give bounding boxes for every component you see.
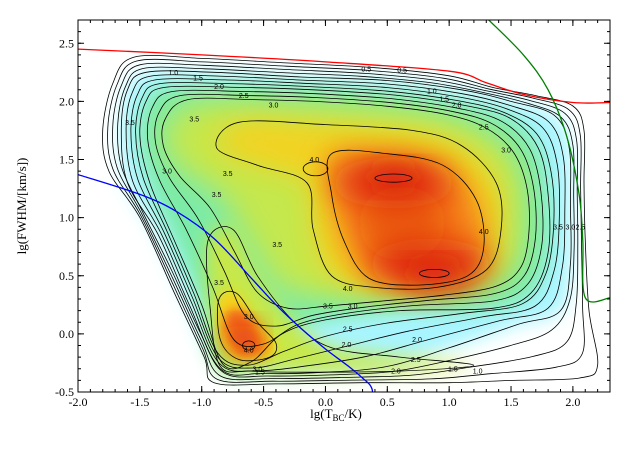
y-axis: -0.50.00.51.01.52.02.5 — [55, 19, 610, 399]
contour-line — [135, 82, 555, 366]
y-tick-label: 1.5 — [59, 153, 74, 167]
contour-label: 2.0 — [342, 342, 352, 349]
x-tick-label: -1.5 — [130, 395, 149, 409]
contour-line — [130, 78, 560, 369]
density-peak — [399, 261, 469, 286]
contour-label: 2.5 — [479, 124, 489, 131]
contour-label: 1.0 — [473, 369, 483, 376]
contour-label: 2.0 — [412, 337, 422, 344]
boundary-lines — [78, 20, 610, 392]
y-tick-label: 2.5 — [59, 36, 74, 50]
boundary-line — [488, 20, 610, 303]
y-tick-label: 0.5 — [59, 269, 74, 283]
contour-label: 2.0 — [452, 102, 462, 109]
contour-line — [374, 173, 413, 183]
contour-label: 3.5 — [553, 224, 563, 231]
contour-line — [120, 70, 572, 376]
contour-label: 1.5 — [193, 76, 203, 83]
x-axis-label-tail: /K) — [345, 406, 362, 421]
contour-line — [216, 290, 278, 362]
contour-label: 3.5 — [272, 242, 282, 249]
density-layer — [206, 226, 474, 373]
contour-label: 2.0 — [214, 84, 224, 91]
y-tick-label: -0.5 — [55, 385, 74, 399]
y-tick-label: 0.0 — [59, 327, 74, 341]
contour-label: 3.0 — [244, 314, 254, 321]
x-tick-label: 0.0 — [318, 395, 333, 409]
contour-label: 3.5 — [212, 192, 222, 199]
contour-line — [161, 97, 530, 310]
x-tick-label: -0.5 — [254, 395, 273, 409]
contour-label: 2.0 — [391, 369, 401, 376]
x-tick-label: 1.0 — [442, 395, 457, 409]
contour-line — [419, 268, 450, 278]
density-fill — [102, 55, 598, 386]
contour-label: 2.5 — [411, 357, 421, 364]
contour-label: 1.5 — [439, 97, 449, 104]
contour-label: 3.0 — [348, 303, 358, 310]
contour-line — [326, 149, 485, 286]
contour-label: 2.5 — [575, 224, 585, 231]
contour-label: 2.5 — [343, 327, 353, 334]
x-tick-label: -2.0 — [69, 395, 88, 409]
contour-label: 3.0 — [162, 169, 172, 176]
contour-label: 3.0 — [253, 366, 263, 373]
x-tick-label: -1.0 — [192, 395, 211, 409]
contour-label: 1.5 — [448, 366, 458, 373]
y-tick-label: 1.0 — [59, 211, 74, 225]
contour-line — [112, 62, 579, 381]
contour-label: 0.5 — [361, 66, 371, 73]
boundary-line — [78, 48, 610, 104]
density-peak — [362, 165, 425, 189]
x-axis-label: lg(TBC/K) — [310, 406, 362, 423]
contour-label: 3.5 — [214, 280, 224, 287]
contour-label: 1.0 — [168, 70, 178, 77]
contour-label: 3.5 — [125, 120, 135, 127]
contour-line — [102, 54, 599, 386]
x-axis: -2.0 -1.5 -1.0 -0.5 0.0 0.5 1.0 1.5 2.0 — [69, 20, 611, 409]
contour-label: 3.5 — [189, 116, 199, 123]
contour-label: 3.0 — [501, 148, 511, 155]
contour-line — [139, 85, 551, 370]
y-axis-label: lg(FWHM/[km/s]) — [14, 158, 29, 255]
contour-label: 3.0 — [269, 102, 279, 109]
contour-line — [154, 93, 537, 327]
density-peak — [358, 186, 446, 261]
x-tick-label: 2.0 — [565, 395, 580, 409]
boundary-line — [78, 173, 374, 392]
x-tick-label: 1.5 — [504, 395, 519, 409]
contour-line — [242, 340, 256, 351]
contour-line — [107, 58, 585, 383]
contour-label: 3.5 — [223, 171, 233, 178]
y-tick-label: 2.0 — [59, 94, 74, 108]
contour-label: 1.5 — [255, 370, 265, 377]
contour-label: 4.0 — [309, 157, 319, 164]
contour-label: 3.5 — [323, 303, 333, 310]
contour-label: 3.0 — [566, 224, 576, 231]
contour-line — [206, 226, 475, 373]
contour-line — [302, 161, 329, 177]
x-axis-label-subscript: BC — [333, 413, 345, 423]
contour-line — [125, 74, 566, 372]
contour-label: 2.5 — [239, 93, 249, 100]
contour-line — [215, 120, 503, 290]
x-axis-label-main: lg(T — [310, 406, 332, 421]
density-peak — [228, 324, 259, 353]
density-map: 0.51.01.52.02.53.00.51.01.52.02.53.03.5 3… — [78, 20, 610, 392]
contour-label: 4.0 — [244, 348, 254, 355]
contour-label: 4.0 — [479, 229, 489, 236]
contour-label: 4.0 — [343, 286, 353, 293]
contour-lines — [102, 54, 599, 386]
contour-label: 0.5 — [397, 67, 407, 74]
x-tick-label: 0.5 — [380, 395, 395, 409]
contour-line — [117, 66, 575, 378]
contour-label: 1.0 — [427, 88, 437, 95]
contour-labels: 0.51.01.52.02.53.00.51.01.52.02.53.03.5 3… — [125, 66, 585, 376]
